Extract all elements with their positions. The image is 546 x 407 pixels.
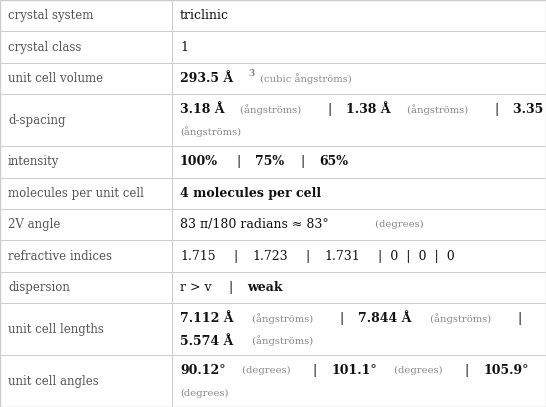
Text: 7.112 Å: 7.112 Å — [180, 312, 234, 325]
Text: |: | — [229, 155, 250, 168]
Text: (cubic ångströms): (cubic ångströms) — [257, 73, 352, 84]
Text: (ångströms): (ångströms) — [249, 313, 313, 324]
Text: 65%: 65% — [319, 155, 348, 168]
Text: (degrees): (degrees) — [239, 366, 290, 375]
Text: 1.715: 1.715 — [180, 249, 216, 263]
Text: unit cell volume: unit cell volume — [8, 72, 103, 85]
Text: dispersion: dispersion — [8, 281, 70, 294]
Text: weak: weak — [247, 281, 282, 294]
Text: |: | — [510, 312, 522, 325]
Text: molecules per unit cell: molecules per unit cell — [8, 187, 144, 200]
Text: 4 molecules per cell: 4 molecules per cell — [180, 187, 321, 200]
Text: 3.18 Å: 3.18 Å — [180, 103, 224, 116]
Text: 100%: 100% — [180, 155, 218, 168]
Text: unit cell angles: unit cell angles — [8, 374, 99, 387]
Text: |: | — [332, 312, 352, 325]
Text: 83 π/180 radians ≈ 83°: 83 π/180 radians ≈ 83° — [180, 218, 329, 231]
Text: 1.731: 1.731 — [324, 249, 360, 263]
Text: 90.12°: 90.12° — [180, 364, 225, 377]
Text: |: | — [298, 249, 318, 263]
Text: |: | — [457, 364, 478, 377]
Text: 1: 1 — [180, 41, 188, 54]
Text: (ångströms): (ångströms) — [248, 336, 313, 346]
Text: (degrees): (degrees) — [390, 366, 442, 375]
Text: (ångströms): (ångströms) — [180, 127, 241, 138]
Text: |: | — [305, 364, 326, 377]
Text: r > v: r > v — [180, 281, 212, 294]
Text: 1.38 Å: 1.38 Å — [347, 103, 391, 116]
Text: 3.35 Å: 3.35 Å — [513, 103, 546, 116]
Text: triclinic: triclinic — [180, 9, 229, 22]
Text: |: | — [293, 155, 313, 168]
Text: crystal system: crystal system — [8, 9, 93, 22]
Text: 3: 3 — [248, 69, 255, 78]
Text: |  0  |  0  |  0: | 0 | 0 | 0 — [370, 249, 455, 263]
Text: 2V angle: 2V angle — [8, 218, 61, 231]
Text: refractive indices: refractive indices — [8, 249, 112, 263]
Text: |: | — [321, 103, 341, 116]
Text: 1.723: 1.723 — [252, 249, 288, 263]
Text: d-spacing: d-spacing — [8, 114, 66, 127]
Text: |: | — [487, 103, 507, 116]
Text: crystal class: crystal class — [8, 41, 81, 54]
Text: 105.9°: 105.9° — [483, 364, 529, 377]
Text: (degrees): (degrees) — [372, 220, 424, 229]
Text: 5.574 Å: 5.574 Å — [180, 335, 233, 348]
Text: (degrees): (degrees) — [180, 388, 228, 398]
Text: |: | — [226, 249, 246, 263]
Text: 75%: 75% — [255, 155, 284, 168]
Text: (ångströms): (ångströms) — [238, 104, 301, 115]
Text: 7.844 Å: 7.844 Å — [358, 312, 412, 325]
Text: unit cell lengths: unit cell lengths — [8, 323, 104, 336]
Text: (ångströms): (ångströms) — [427, 313, 491, 324]
Text: (ångströms): (ångströms) — [404, 104, 468, 115]
Text: |: | — [221, 281, 241, 294]
Text: intensity: intensity — [8, 155, 60, 168]
Text: 293.5 Å: 293.5 Å — [180, 72, 233, 85]
Text: 101.1°: 101.1° — [331, 364, 377, 377]
